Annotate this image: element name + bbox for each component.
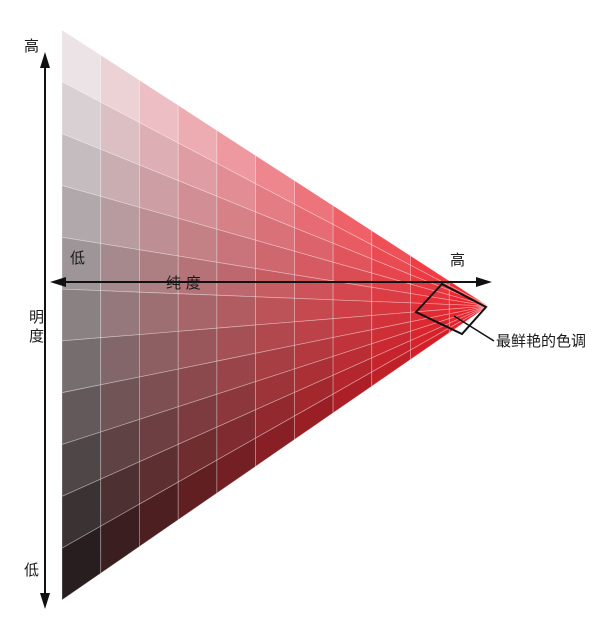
vivid-color-label: 最鲜艳的色调	[496, 332, 586, 350]
color-cell	[216, 294, 257, 329]
saturation-axis-label: 纯 度	[166, 274, 201, 292]
color-cell	[448, 280, 489, 307]
saturation-left-arrow	[50, 277, 66, 287]
vivid-color-highlight	[414, 282, 488, 336]
color-cell	[255, 296, 295, 326]
lightness-low-label: 低	[24, 561, 39, 579]
lightness-up-arrow	[40, 52, 50, 68]
vivid-color-leader-line	[453, 315, 495, 342]
color-cell	[139, 291, 179, 336]
color-cell	[61, 288, 102, 342]
color-cell	[177, 293, 218, 332]
color-cell	[100, 290, 140, 339]
color-cell	[448, 305, 489, 334]
lightness-high-label: 高	[24, 37, 39, 55]
lightness-down-arrow	[40, 593, 50, 609]
color-cell	[61, 337, 102, 394]
color-cell	[100, 243, 140, 293]
lightness-axis-label: 明度	[27, 309, 45, 347]
color-cell	[100, 334, 140, 386]
color-cell	[293, 297, 334, 323]
saturation-low-label: 低	[70, 249, 85, 267]
saturation-right-arrow	[476, 277, 492, 287]
color-cell	[448, 305, 489, 320]
saturation-high-label: 高	[450, 251, 465, 269]
color-triangle	[61, 29, 489, 601]
color-cell	[216, 261, 257, 298]
